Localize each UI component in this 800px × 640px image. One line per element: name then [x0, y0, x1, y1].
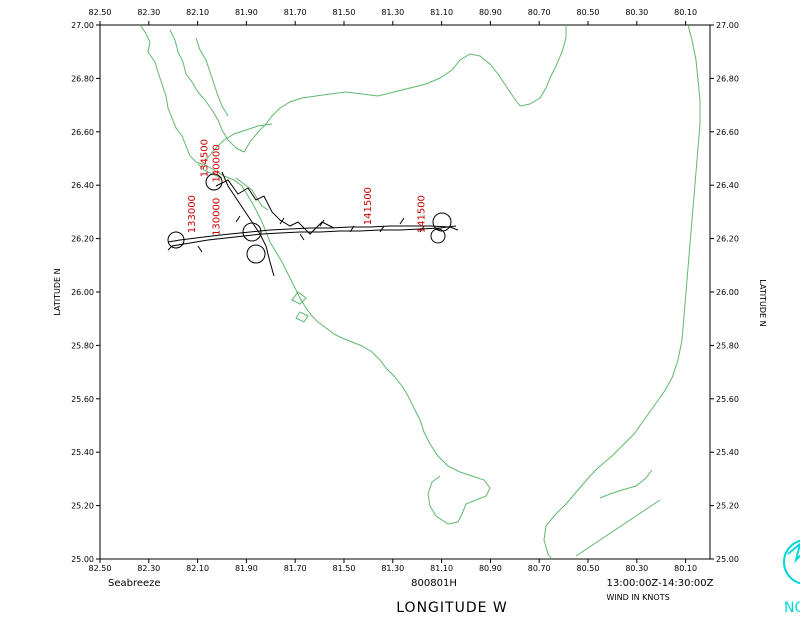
- track-loop-2: [242, 222, 262, 242]
- left-tick-label: 25.40: [71, 448, 94, 457]
- wind-units-label: WIND IN KNOTS: [606, 593, 669, 602]
- north-shore-line: [205, 123, 273, 161]
- bottom-tick-label: 82.30: [137, 564, 160, 573]
- bottom-tick-label: 80.70: [528, 564, 551, 573]
- left-tick-label: 25.60: [71, 395, 94, 404]
- island-2: [197, 163, 223, 179]
- left-tick-label: 26.40: [71, 181, 94, 190]
- right-tick-label: 26.20: [716, 235, 739, 244]
- bottom-tick-label: 81.70: [284, 564, 307, 573]
- left-tick-label: 25.80: [71, 341, 94, 350]
- noaa-logo: NO: [783, 539, 800, 616]
- time-label: 141500: [417, 195, 428, 233]
- track-southbound-leg: [221, 171, 275, 277]
- bottom-tick-label: 80.10: [674, 564, 697, 573]
- left-tick-label: 27.00: [71, 21, 94, 30]
- harbor-inner-line-2: [195, 37, 229, 117]
- top-tick-label: 80.70: [528, 8, 551, 17]
- right-tick-label: 27.00: [716, 21, 739, 30]
- south-keys-line: [575, 499, 661, 557]
- bottom-tick-label: 81.50: [333, 564, 356, 573]
- top-tick-label: 82.10: [186, 8, 209, 17]
- right-tick-label: 26.00: [716, 288, 739, 297]
- time-label: 140000: [212, 144, 223, 182]
- time-label: 130000: [212, 198, 223, 236]
- track-loop-5: [430, 228, 446, 244]
- top-tick-label: 81.70: [284, 8, 307, 17]
- island-4: [295, 311, 309, 323]
- flight-track: [167, 171, 459, 277]
- right-tick-label: 26.40: [716, 181, 739, 190]
- bottom-tick-label: 81.10: [430, 564, 453, 573]
- west-coast-line: [139, 25, 491, 525]
- east-keys-line: [599, 469, 653, 499]
- left-latitude-ticks: 27.00 26.80 26.60 26.40 26.20 26.00 25.80 25.60…: [71, 21, 100, 564]
- bottom-tick-label: 80.50: [577, 564, 600, 573]
- right-tick-label: 25.80: [716, 341, 739, 350]
- track-loop-4: [432, 212, 452, 232]
- island-3: [291, 291, 307, 305]
- left-tick-label: 26.00: [71, 288, 94, 297]
- right-tick-label: 25.20: [716, 502, 739, 511]
- top-tick-label: 81.50: [333, 8, 356, 17]
- title-right: 13:00:00Z-14:30:00Z: [607, 578, 714, 589]
- top-tick-label: 81.30: [381, 8, 404, 17]
- bottom-tick-label: 82.50: [89, 564, 112, 573]
- track-westbound-leg: [167, 225, 457, 251]
- coastline: [139, 25, 701, 559]
- left-tick-label: 25.20: [71, 502, 94, 511]
- plot-frame: [99, 24, 711, 560]
- left-tick-label: 26.20: [71, 235, 94, 244]
- bottom-tick-label: 80.90: [479, 564, 502, 573]
- right-tick-label: 25.00: [716, 555, 739, 564]
- right-tick-label: 25.40: [716, 448, 739, 457]
- top-tick-label: 82.30: [137, 8, 160, 17]
- left-tick-label: 26.60: [71, 128, 94, 137]
- time-label: 133000: [187, 195, 198, 233]
- top-tick-label: 81.90: [235, 8, 258, 17]
- time-label: 134500: [199, 139, 210, 177]
- title-center: 800801H: [411, 578, 457, 589]
- right-tick-label: 26.80: [716, 74, 739, 83]
- top-longitude-ticks: 82.50 82.30 82.10 81.90 81.70 81.50 81.30 81.10…: [89, 8, 697, 25]
- y-axis-label-left: LATITUDE N: [53, 268, 62, 315]
- left-tick-label: 26.80: [71, 74, 94, 83]
- bottom-tick-label: 80.30: [625, 564, 648, 573]
- bottom-longitude-ticks: 82.50 82.30 82.10 81.90 81.70 81.50 81.30 81.10…: [89, 559, 697, 573]
- top-tick-label: 80.50: [577, 8, 600, 17]
- time-labels: 134500 140000 133000 130000 141500 141500: [187, 139, 427, 236]
- bottom-tick-label: 81.30: [381, 564, 404, 573]
- right-latitude-ticks: 27.00 26.80 26.60 26.40 26.20 26.00 25.80 25.60…: [710, 21, 739, 564]
- east-coast-line: [543, 25, 701, 559]
- x-axis-label: LONGITUDE W: [396, 600, 508, 616]
- y-axis-label-right: LATITUDE N: [758, 279, 767, 326]
- bottom-tick-label: 82.10: [186, 564, 209, 573]
- island-1: [235, 177, 269, 211]
- time-label: 141500: [363, 187, 374, 225]
- top-tick-label: 80.30: [625, 8, 648, 17]
- top-tick-label: 80.90: [479, 8, 502, 17]
- track-wiggle: [215, 179, 335, 235]
- track-loop-3: [246, 244, 266, 264]
- charlotte-harbor-shore: [243, 25, 567, 153]
- track-eastbound-leg: [167, 225, 459, 243]
- top-tick-label: 82.50: [89, 8, 112, 17]
- top-tick-label: 81.10: [430, 8, 453, 17]
- logo-text: NO: [784, 600, 800, 616]
- track-ticks: [197, 215, 425, 253]
- title-left: Seabreeze: [108, 578, 161, 589]
- right-tick-label: 26.60: [716, 128, 739, 137]
- bottom-tick-label: 81.90: [235, 564, 258, 573]
- left-tick-label: 25.00: [71, 555, 94, 564]
- top-tick-label: 80.10: [674, 8, 697, 17]
- track-loop-1: [205, 173, 223, 191]
- right-tick-label: 25.60: [716, 395, 739, 404]
- track-loop-6: [167, 231, 185, 249]
- harbor-inner-line-1: [169, 29, 245, 153]
